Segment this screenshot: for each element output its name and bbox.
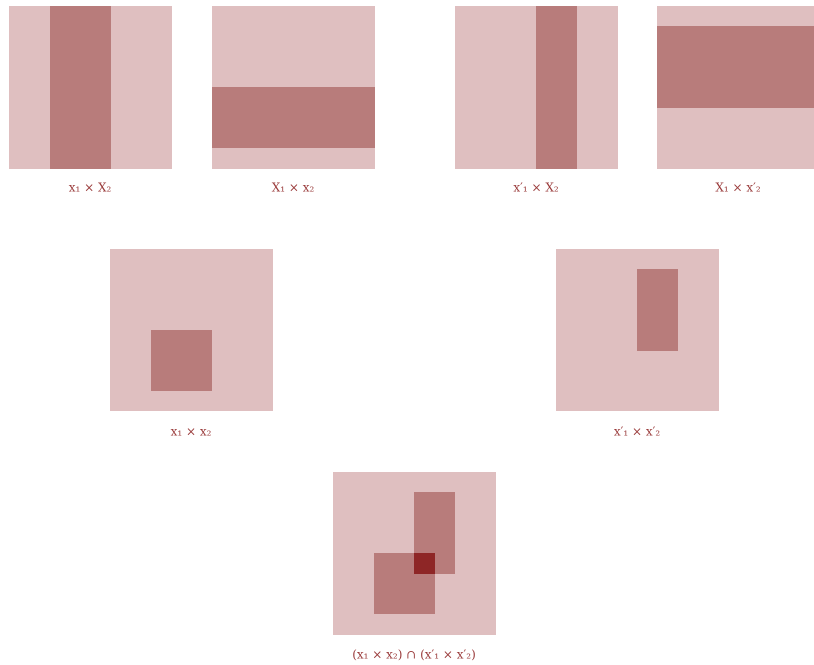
panel-label: x′₁ × X₂ <box>513 181 559 195</box>
panel-label: x′₁ × x′₂ <box>614 425 660 439</box>
horizontal-band <box>657 26 814 108</box>
panel-label: X₁ × x′₂ <box>715 181 761 195</box>
intersection-rect <box>414 553 435 574</box>
product-rect <box>151 330 212 391</box>
vertical-band <box>50 6 111 169</box>
horizontal-band <box>212 87 375 148</box>
panel-label: x₁ × x₂ <box>171 425 212 439</box>
product-rect <box>637 269 678 351</box>
panel-label: x₁ × X₂ <box>69 181 112 195</box>
panel-label: X₁ × x₂ <box>272 181 315 195</box>
vertical-band <box>536 6 577 169</box>
panel-label: (x₁ × x₂) ∩ (x′₁ × x′₂) <box>352 648 476 662</box>
